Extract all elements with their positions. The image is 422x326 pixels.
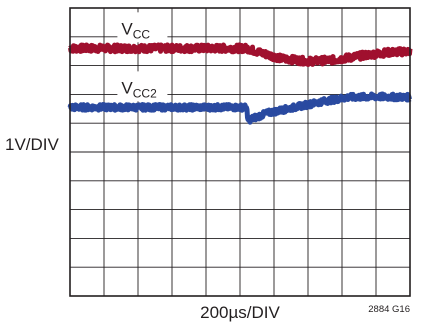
trace-label-background bbox=[117, 12, 168, 43]
plot-traces bbox=[67, 42, 413, 125]
y-axis-label: 1V/DIV bbox=[5, 135, 60, 154]
x-axis-label: 200µs/DIV bbox=[200, 303, 280, 322]
figure-id-label: 2884 G16 bbox=[368, 304, 410, 315]
trace-label-background bbox=[117, 71, 168, 102]
trace-cc2-noise bbox=[69, 93, 411, 123]
trace-cc-noise bbox=[69, 43, 411, 66]
plot-frame bbox=[69, 7, 411, 297]
